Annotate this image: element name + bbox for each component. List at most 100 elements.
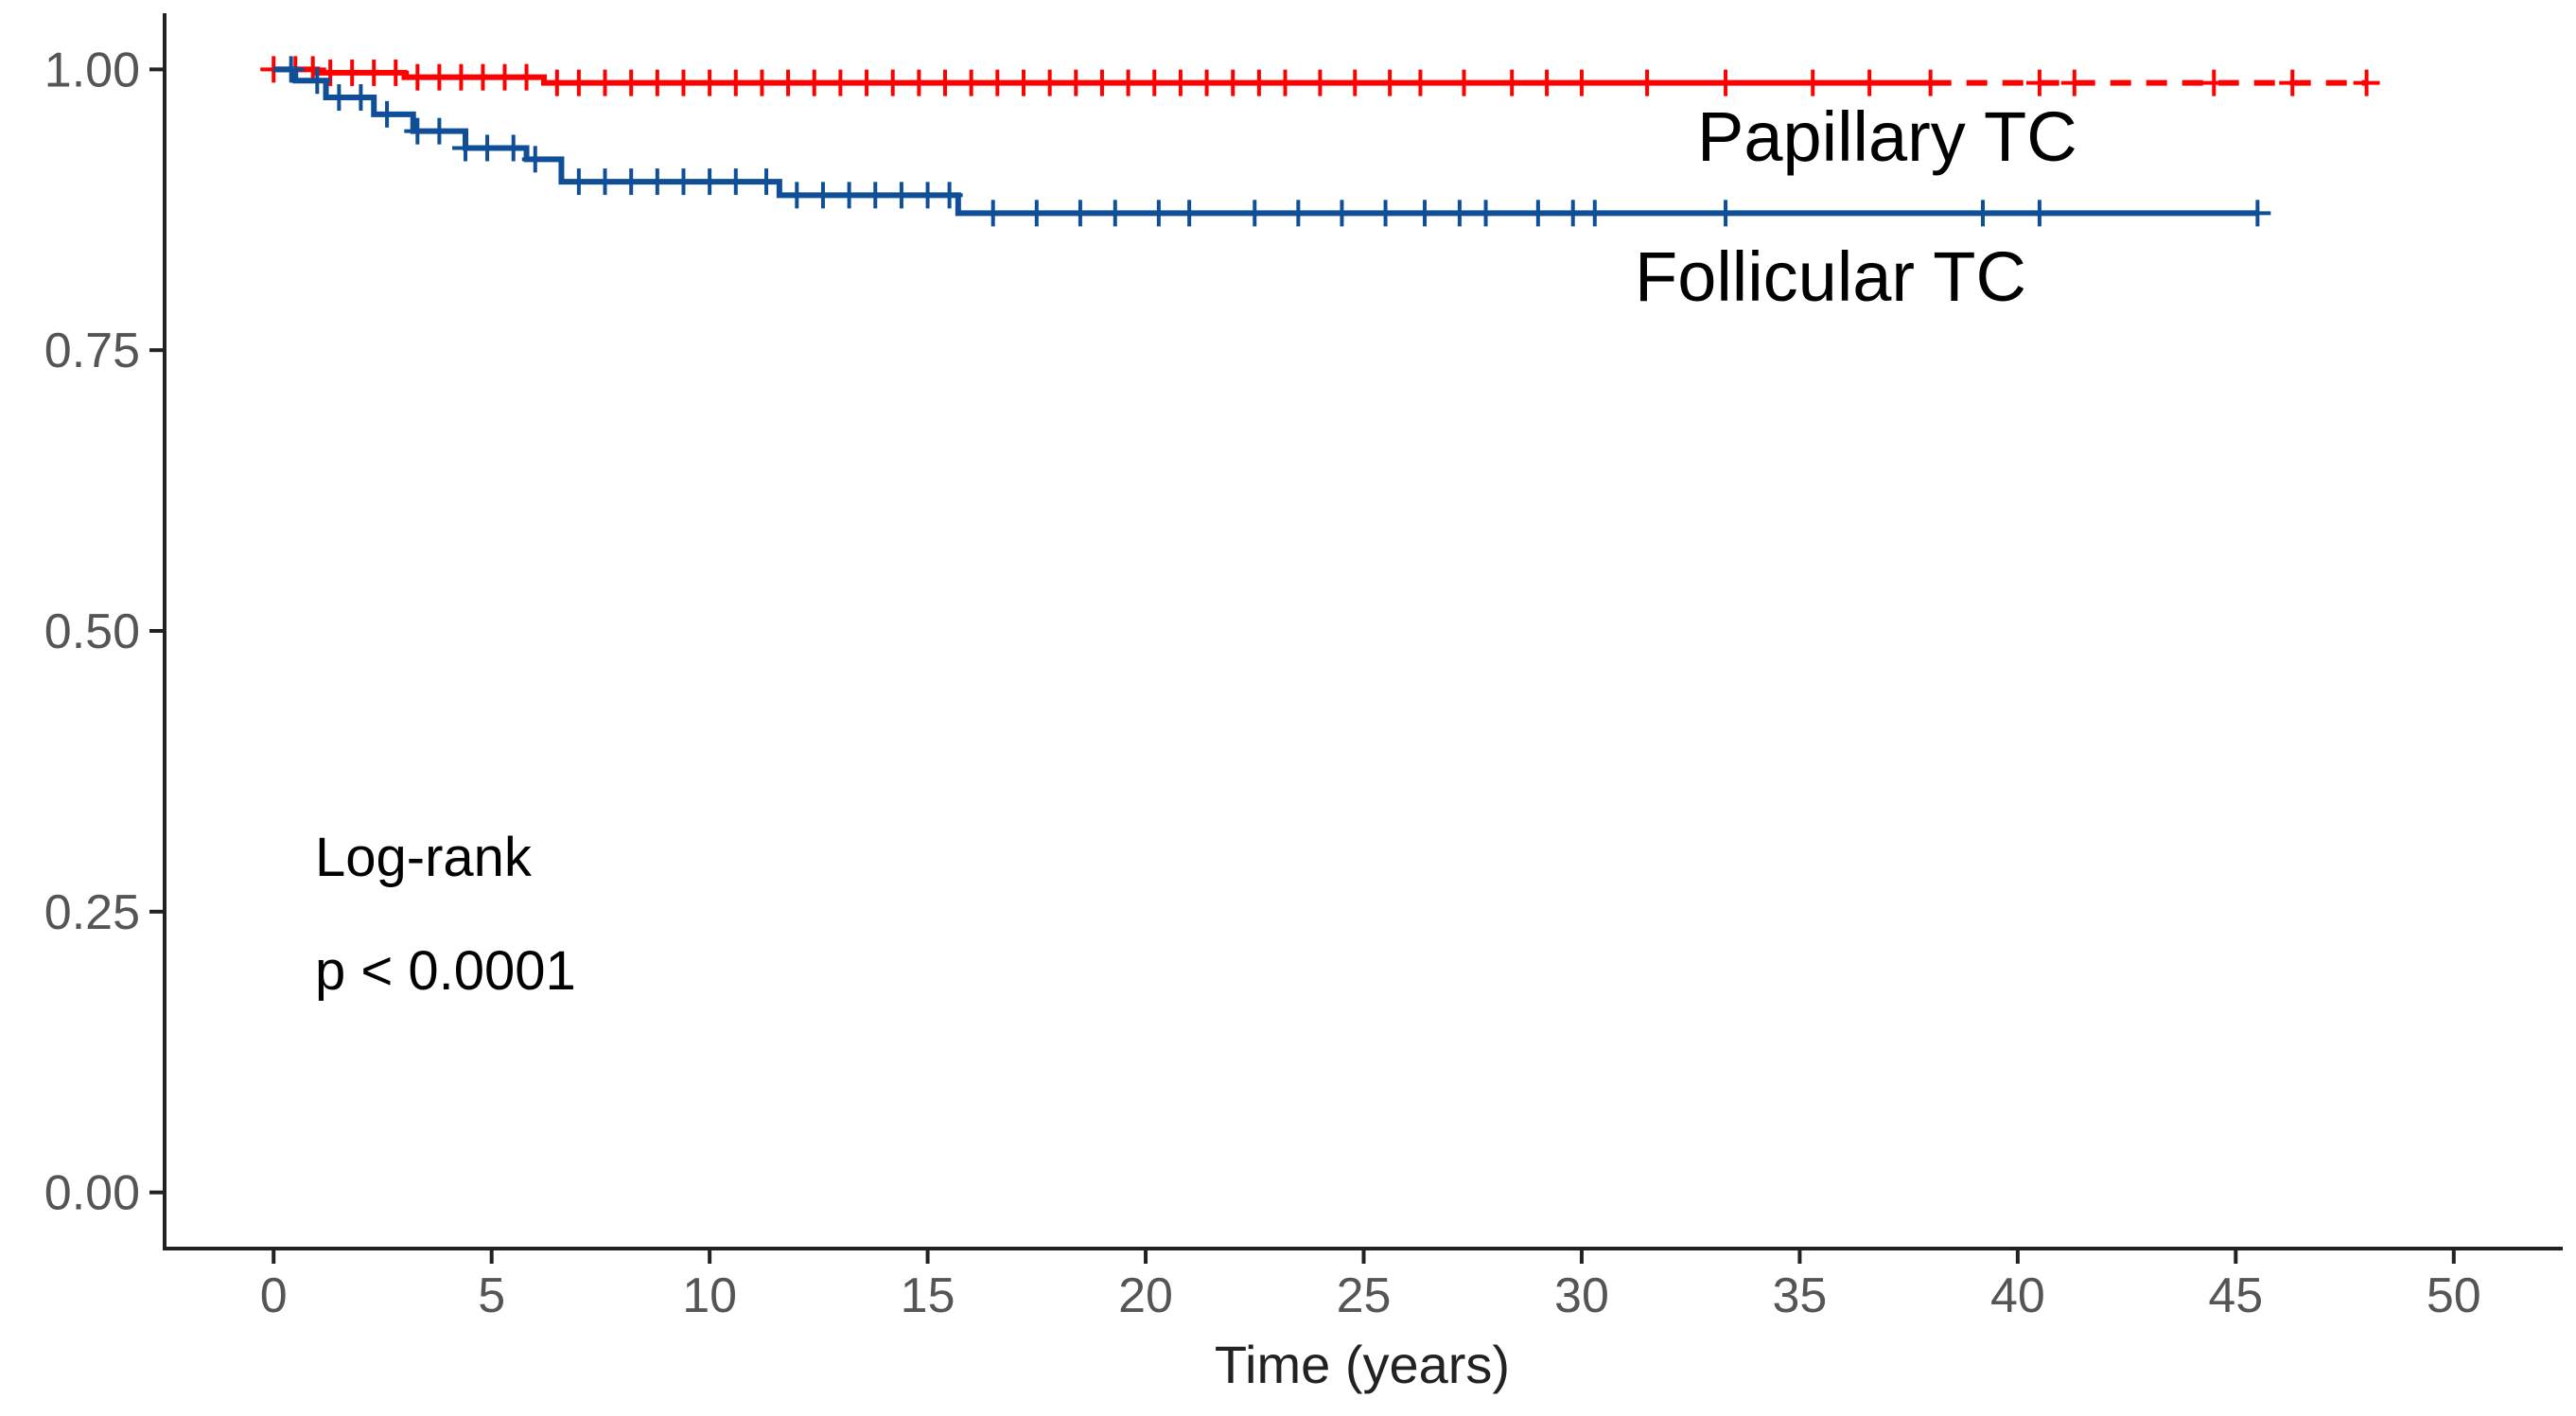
follicular-tc-censor-mark — [521, 146, 549, 173]
papillary-tc-censor-mark — [696, 69, 724, 96]
follicular-tc-censor-mark — [618, 168, 645, 196]
x-tick-label: 10 — [682, 1268, 737, 1323]
papillary-tc-censor-mark — [670, 69, 697, 96]
follicular-tc-censor-mark — [887, 182, 915, 209]
follicular-tc-censor-mark — [1145, 200, 1172, 227]
papillary-tc-censor-mark — [932, 69, 959, 96]
papillary-tc-censor-mark — [618, 69, 645, 96]
follicular-tc-censor-mark — [979, 200, 1007, 227]
follicular-tc-censor-mark — [1176, 200, 1203, 227]
follicular-tc-censor-mark — [304, 67, 331, 95]
papillary-tc-censor-mark — [957, 69, 985, 96]
papillary-tc-censor-mark — [800, 69, 828, 96]
follicular-tc-censor-mark — [696, 168, 724, 196]
papillary-tc-censor-mark — [643, 69, 671, 96]
papillary-tc-censor-mark — [1799, 69, 1827, 96]
papillary-tc-censor-mark — [2353, 69, 2380, 96]
papillary-tc-censor-mark — [905, 69, 933, 96]
follicular-tc-censor-mark — [783, 182, 811, 209]
x-tick-label: 35 — [1772, 1268, 1827, 1323]
follicular-tc-censor-mark — [835, 182, 863, 209]
x-tick-label: 50 — [2427, 1268, 2481, 1323]
papillary-tc-censor-mark — [984, 69, 1011, 96]
papillary-tc-censor-mark — [1193, 69, 1220, 96]
x-tick-label: 45 — [2208, 1268, 2263, 1323]
follicular-tc-censor-mark — [1712, 200, 1740, 227]
follicular-tc-censor-mark — [426, 117, 453, 145]
papillary-tc-censor-mark — [1917, 69, 1944, 96]
papillary-tc-censor-mark — [1376, 69, 1404, 96]
follicular-tc-censor-mark — [499, 134, 527, 162]
papillary-tc-censor-mark — [1009, 69, 1037, 96]
follicular-tc-censor-mark — [1472, 200, 1499, 227]
papillary-tc-censor-mark — [1166, 69, 1194, 96]
follicular-tc-censor-mark — [374, 100, 401, 128]
follicular-tc-censor-mark — [1446, 200, 1473, 227]
series-layer — [260, 56, 2380, 227]
papillary-tc-censor-mark — [2279, 69, 2306, 96]
papillary-tc-censor-mark — [1341, 69, 1369, 96]
papillary-tc-censor-mark — [565, 69, 592, 96]
follicular-tc-censor-mark — [1328, 200, 1356, 227]
follicular-tc-censor-mark — [591, 168, 619, 196]
papillary-tc-censor-mark — [513, 63, 540, 91]
follicular-tc-censor-mark — [1241, 200, 1269, 227]
follicular-tc-censor-mark — [809, 182, 836, 209]
papillary-tc-censor-mark — [1712, 69, 1740, 96]
follicular-tc-censor-mark — [753, 168, 780, 196]
papillary-tc-censor-mark — [1407, 69, 1434, 96]
follicular-tc-censor-mark — [1372, 200, 1399, 227]
follicular-tc-censor-mark — [862, 182, 889, 209]
papillary-tc-censor-mark — [591, 69, 619, 96]
follicular-tc-censor-mark — [347, 84, 375, 112]
follicular-tc-censor-mark — [1285, 200, 1312, 227]
follicular-tc-censor-mark — [1023, 200, 1050, 227]
follicular-tc-censor-mark — [1066, 200, 1094, 227]
follicular-tc-censor-mark — [1581, 200, 1608, 227]
papillary-tc-censor-mark — [1634, 69, 1661, 96]
y-tick-label: 0.00 — [44, 1166, 140, 1221]
papillary-tc-censor-mark — [879, 69, 906, 96]
follicular-tc-censor-mark — [1101, 200, 1129, 227]
y-tick-label: 0.75 — [44, 323, 140, 378]
papillary-tc-censor-mark — [1088, 69, 1115, 96]
follicular-tc-censor-mark — [643, 168, 671, 196]
papillary-tc-censor-mark — [1498, 69, 1526, 96]
papillary-tc-censor-mark — [1306, 69, 1334, 96]
papillary-tc-censor-mark — [1245, 69, 1272, 96]
y-tick-label: 0.25 — [44, 885, 140, 940]
papillary-tc-censor-mark — [2200, 69, 2228, 96]
papillary-tc-censor-mark — [853, 69, 881, 96]
x-tick-label: 30 — [1554, 1268, 1609, 1323]
x-axis-title: Time (years) — [1215, 1335, 1510, 1394]
x-tick-label: 25 — [1337, 1268, 1392, 1323]
follicular-tc-censor-mark — [1411, 200, 1439, 227]
papillary-tc-censor-mark — [1141, 69, 1168, 96]
papillary-tc-censor-mark — [1856, 69, 1884, 96]
papillary-tc-censor-mark — [1568, 69, 1595, 96]
p-value-label: p < 0.0001 — [315, 940, 576, 1002]
papillary-tc-censor-mark — [827, 69, 854, 96]
follicular-tc-censor-mark — [1524, 200, 1551, 227]
papillary-tc-censor-mark — [775, 69, 802, 96]
follicular-tc-censor-mark — [670, 168, 697, 196]
follicular-tc-censor-mark — [936, 182, 963, 209]
series-label-follicular: Follicular TC — [1635, 237, 2026, 316]
papillary-tc-censor-mark — [382, 59, 410, 86]
papillary-tc-censor-mark — [1062, 69, 1090, 96]
x-tick-label: 20 — [1118, 1268, 1173, 1323]
papillary-tc-censor-mark — [1271, 69, 1299, 96]
papillary-tc-censor-mark — [748, 69, 776, 96]
follicular-tc-censor-mark — [722, 168, 749, 196]
papillary-tc-censor-mark — [722, 69, 749, 96]
follicular-tc-censor-mark — [1969, 200, 1996, 227]
papillary-tc-censor-mark — [1533, 69, 1561, 96]
follicular-tc-censor-mark — [474, 134, 501, 162]
log-rank-label: Log-rank — [315, 827, 533, 888]
follicular-tc-censor-mark — [2244, 200, 2271, 227]
x-tick-label: 5 — [478, 1268, 505, 1323]
papillary-tc-censor-mark — [1036, 69, 1063, 96]
follicular-tc-censor-mark — [277, 56, 305, 83]
y-axis-ticks: 0.00 0.25 0.50 0.75 1.00 — [44, 43, 165, 1221]
